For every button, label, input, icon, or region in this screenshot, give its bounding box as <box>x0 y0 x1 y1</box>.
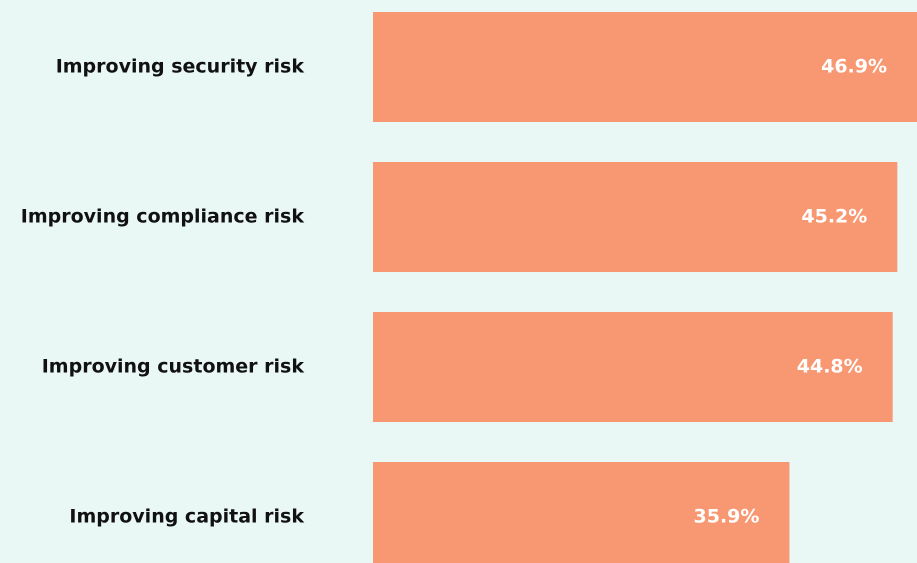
value-label: 46.9% <box>821 56 887 78</box>
category-label: Improving security risk <box>56 56 305 78</box>
value-label: 35.9% <box>694 506 760 528</box>
category-label: Improving customer risk <box>42 356 305 378</box>
category-label: Improving capital risk <box>69 506 304 528</box>
bar <box>373 312 893 422</box>
bar <box>373 12 917 122</box>
category-label: Improving compliance risk <box>21 206 305 228</box>
value-label: 44.8% <box>797 356 863 378</box>
bar <box>373 462 790 563</box>
value-label: 45.2% <box>801 206 867 228</box>
bar <box>373 162 898 272</box>
